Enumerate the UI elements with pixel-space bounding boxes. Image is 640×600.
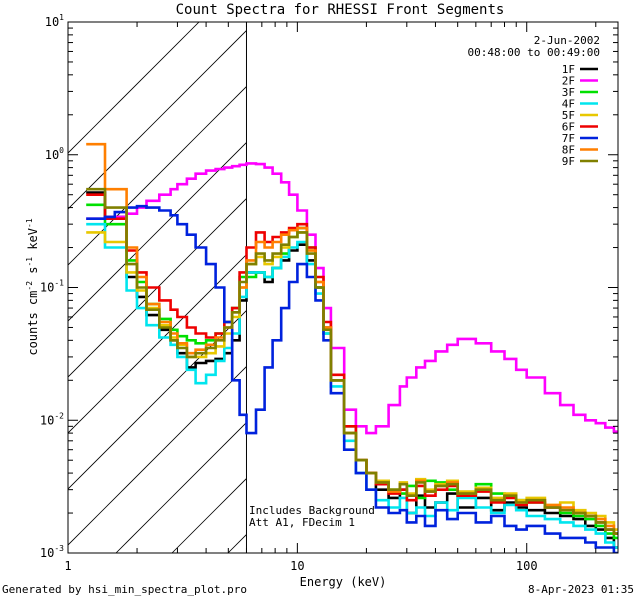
hatch-line: [68, 365, 247, 546]
x-tick-label: 1: [64, 559, 71, 573]
hatch-line: [68, 197, 247, 378]
hatch-line: [115, 421, 247, 553]
hatch-line: [396, 0, 640, 553]
legend-label-1f: 1F: [562, 63, 575, 76]
y-tick-label: 100: [45, 146, 64, 162]
x-axis-label: Energy (keV): [300, 575, 387, 589]
hatch-line: [68, 309, 247, 490]
series-line-5f: [86, 231, 618, 531]
footer-timestamp: 8-Apr-2023 01:35: [528, 583, 634, 596]
series-line-9f: [86, 187, 618, 535]
y-axis-label-mid2: keV: [26, 228, 40, 257]
axis-ticks: [67, 21, 618, 554]
hatch-line: [452, 0, 640, 553]
y-tick-label: 10-3: [40, 544, 64, 560]
x-tick-label: 100: [516, 559, 538, 573]
date-label: 2-Jun-2002: [534, 34, 600, 47]
x-tick-label: 10: [290, 559, 304, 573]
y-axis-label-base: counts cm: [26, 291, 40, 356]
y-tick-label: 10-2: [40, 411, 64, 427]
legend-label-6f: 6F: [562, 121, 575, 134]
chart-title: Count Spectra for RHESSI Front Segments: [176, 2, 505, 18]
y-tick-label: 10-1: [40, 279, 64, 295]
y-axis-label-exp3: -1: [25, 218, 34, 228]
hatch-line: [68, 253, 247, 434]
series-line-2f: [86, 162, 618, 435]
series-line-6f: [86, 193, 618, 535]
y-axis-label: counts cm-2 s-1 keV-1: [25, 218, 40, 355]
y-tick-label: 101: [45, 13, 64, 29]
hatch-line: [68, 141, 247, 322]
x-tick-labels: 1 10 100: [64, 559, 537, 573]
y-axis-label-exp2: -1: [25, 257, 34, 267]
series-line-1f: [86, 191, 618, 549]
hatch-line: [620, 0, 640, 553]
legend-label-4f: 4F: [562, 98, 575, 111]
hatch-line: [564, 0, 640, 553]
hatch-line: [227, 533, 247, 553]
hatch-line: [68, 22, 200, 154]
series-line-8f: [86, 142, 618, 535]
y-axis-label-exp1: -2: [25, 281, 34, 291]
time-range-label: 00:48:00 to 00:49:00: [468, 46, 600, 59]
series-group: [86, 142, 618, 553]
y-axis-label-mid: s: [26, 267, 40, 281]
hatch-line: [284, 0, 640, 553]
legend-label-7f: 7F: [562, 132, 575, 145]
annotation-attenuator: Att A1, FDecim 1: [249, 516, 355, 529]
footer-generated-by: Generated by hsi_min_spectra_plot.pro: [2, 583, 248, 596]
legend-label-5f: 5F: [562, 109, 575, 122]
legend-label-9f: 9F: [562, 155, 575, 168]
legend-label-2f: 2F: [562, 75, 575, 88]
legend-label-8f: 8F: [562, 144, 575, 157]
y-tick-labels: 101 100 10-1 10-2 10-3: [40, 13, 64, 560]
hatch-line: [68, 85, 247, 266]
series-line-3f: [86, 203, 618, 540]
hatch-line: [68, 29, 247, 210]
hatch-line: [340, 0, 640, 553]
annotation-background: Includes Background: [249, 504, 375, 517]
legend-label-3f: 3F: [562, 86, 575, 99]
